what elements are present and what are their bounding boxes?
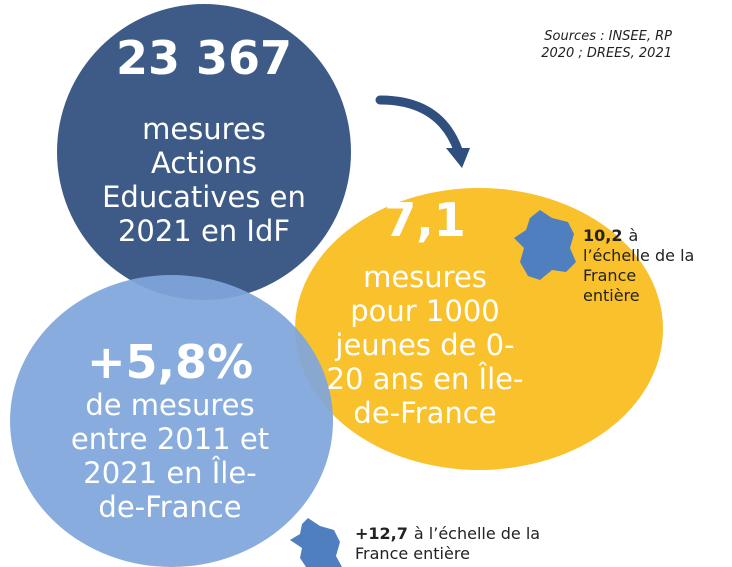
- circle-line: jeunes de 0-: [335, 328, 515, 362]
- note-text: l’échelle de la: [583, 246, 695, 265]
- source-line: 2020 ; DREES, 2021: [541, 46, 672, 61]
- circle-line: entre 2011 et: [70, 422, 270, 456]
- note-text: à: [628, 226, 639, 245]
- note-text: à l’échelle de la: [413, 524, 541, 543]
- circle-light: [10, 275, 333, 567]
- circle-text: 7,1 mesures pour 1000 jeunes de 0- 20 ans en…: [310, 194, 540, 430]
- sources: Sources : INSEE, RP 2020 ; DREES, 2021: [541, 28, 672, 62]
- note-text: entière: [583, 286, 640, 305]
- circle-line: Actions: [151, 146, 257, 180]
- note-line: entière: [583, 286, 694, 306]
- circle-line: de mesures: [85, 388, 255, 422]
- circle-line: 2021 en IdF: [117, 214, 291, 248]
- note-line: France entière: [355, 544, 540, 564]
- circle-yellow: [295, 188, 663, 470]
- france-icon: [514, 210, 576, 280]
- france-icon: [290, 518, 342, 567]
- note: 10,2 à l’échelle de la France entière: [583, 226, 694, 306]
- big-number: +5,8%: [86, 335, 254, 389]
- big-number: 23 367: [115, 31, 293, 85]
- arrow-head: [446, 148, 470, 168]
- note-text: France entière: [355, 544, 470, 563]
- circle-line: Educatives en: [102, 180, 306, 214]
- arrow: [375, 95, 463, 155]
- circle-dark: [57, 4, 351, 300]
- circle-line: 20 ans en Île-: [326, 362, 524, 396]
- circle-line: pour 1000: [350, 294, 500, 328]
- note: +12,7 à l’échelle de la France entière: [355, 524, 540, 564]
- circle-line: de-France: [353, 396, 497, 430]
- note-line: France: [583, 266, 694, 286]
- circle-line: mesures: [363, 260, 487, 294]
- note-value: +12,7: [355, 524, 408, 543]
- note-text: France: [583, 266, 637, 285]
- note-line: 10,2 à: [583, 226, 694, 246]
- circle-line: de-France: [98, 490, 242, 524]
- circle-line: mesures: [142, 112, 266, 146]
- note-line: l’échelle de la: [583, 246, 694, 266]
- circle-text: 23 367 mesures Actions Educatives en 2021 en…: [57, 32, 351, 248]
- note-line: +12,7 à l’échelle de la: [355, 524, 540, 544]
- big-number: 7,1: [384, 193, 466, 247]
- note-value: 10,2: [583, 226, 623, 245]
- circle-text: +5,8% de mesures entre 2011 et 2021 en Île-…: [20, 336, 320, 524]
- source-line: Sources : INSEE, RP: [544, 29, 672, 44]
- circle-line: 2021 en Île-: [83, 456, 257, 490]
